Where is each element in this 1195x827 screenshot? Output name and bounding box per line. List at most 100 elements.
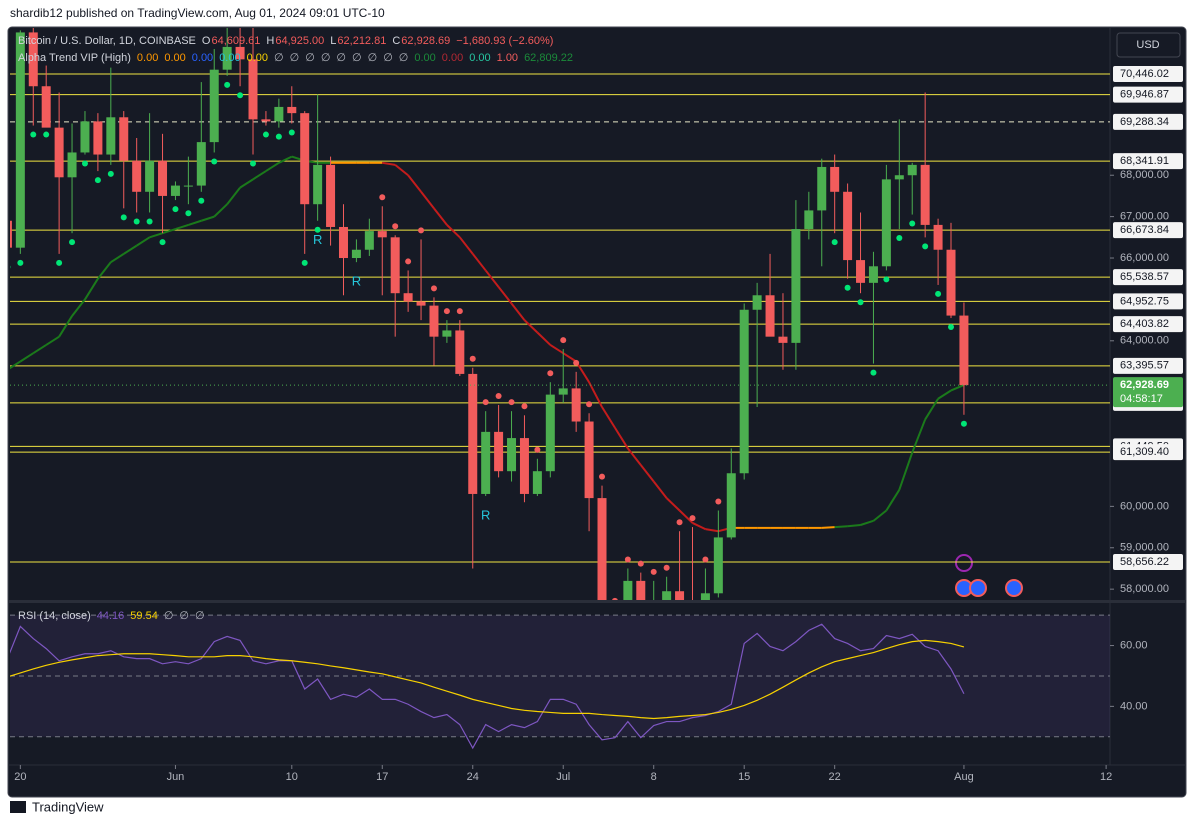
legend-text: 62,809.22 (524, 52, 573, 64)
candle-body (713, 537, 723, 594)
signal-dot (482, 399, 489, 406)
signal-dot (599, 473, 606, 480)
x-tick-label: 15 (738, 771, 750, 783)
legend-text: H (266, 35, 274, 47)
signal-dot (275, 133, 282, 140)
trend-segment (45, 335, 60, 346)
legend-text: ∅ (164, 610, 174, 622)
candle-body (946, 249, 956, 316)
x-tick-label: 8 (651, 771, 657, 783)
signal-dot (456, 308, 463, 315)
y-tick-label: 60.00 (1120, 639, 1148, 651)
legend-text: L (330, 35, 336, 47)
trend-segment (860, 519, 874, 526)
price-level-box (1113, 444, 1183, 461)
legend-text: 0.00 (469, 52, 490, 64)
signal-dot (883, 276, 890, 283)
price-level-label: 64,952.75 (1120, 295, 1169, 307)
trend-segment (898, 452, 914, 491)
y-tick-label: 40.00 (1120, 700, 1148, 712)
signal-dot (107, 170, 114, 177)
candle-body (377, 231, 387, 238)
trend-segment (665, 497, 681, 512)
signal-dot (624, 556, 631, 563)
trend-segment (213, 203, 228, 218)
candle-body (920, 164, 930, 225)
signal-dot (224, 81, 231, 88)
candle-body (739, 309, 749, 474)
signal-dot (314, 226, 321, 233)
trend-segment (601, 406, 616, 429)
trend-segment (407, 174, 422, 193)
trend-segment (265, 161, 280, 172)
candle-body (351, 249, 361, 259)
candle-body (235, 46, 245, 60)
trend-segment (627, 447, 642, 466)
trend-segment (110, 253, 125, 263)
legend-text: C (392, 35, 400, 47)
x-tick-label: Jul (556, 771, 570, 783)
candle-body (830, 166, 840, 192)
trend-segment (847, 524, 861, 528)
candle-body (532, 471, 542, 494)
price-level-label: 61,309.40 (1120, 446, 1169, 458)
candle-body (881, 179, 891, 267)
signal-dot (301, 259, 308, 266)
trend-segment (446, 224, 461, 239)
trend-segment (705, 528, 719, 533)
legend-text: ∅ (383, 52, 393, 64)
legend-text: ∅ (179, 610, 189, 622)
currency-button[interactable] (1116, 32, 1181, 58)
candle-body (791, 229, 801, 343)
candle-body (403, 293, 413, 302)
trend-segment (471, 253, 487, 272)
trend-segment (575, 360, 590, 383)
candle-body (804, 210, 814, 230)
signal-dot (405, 258, 412, 265)
trend-segment (497, 286, 513, 305)
candle-body (636, 580, 646, 600)
candle-body (765, 295, 775, 337)
trend-segment (200, 215, 215, 222)
signal-dot (702, 556, 709, 563)
trend-segment (32, 344, 47, 355)
price-level-label: 69,946.87 (1120, 89, 1169, 101)
signal-dot (844, 284, 851, 291)
legend-text: RSI (14, close) (18, 610, 91, 622)
price-level-label: 69,288.34 (1120, 116, 1169, 128)
candle-body (455, 330, 465, 374)
last-price-box (1113, 377, 1183, 408)
trend-segment (136, 236, 151, 247)
legend-text: Alpha Trend VIP (High) (18, 52, 131, 64)
legend-text: 62,212.81 (337, 35, 386, 47)
signal-dot (250, 160, 257, 167)
candle-body (416, 301, 426, 306)
trend-segment (252, 170, 267, 181)
legend-text: 64,925.00 (275, 35, 324, 47)
trend-segment (420, 191, 435, 209)
signal-dot (573, 359, 580, 366)
signal-dot (56, 259, 63, 266)
trend-segment (175, 223, 189, 230)
y-tick-label: 59,000.00 (1120, 542, 1169, 554)
legend-text: 0.00 (442, 52, 463, 64)
trend-segment (433, 207, 448, 226)
trend-segment (885, 489, 901, 512)
price-level-box (1113, 153, 1183, 170)
candle-body (843, 191, 853, 261)
signal-dot (379, 194, 386, 201)
signal-dot (960, 420, 967, 427)
legend-text: ∅ (305, 52, 315, 64)
candle-body (364, 231, 374, 250)
legend-text: 0.00 (219, 52, 240, 64)
candle-body (468, 373, 478, 494)
candle-body (726, 473, 736, 538)
trend-segment (872, 509, 888, 522)
candle-body (106, 117, 116, 155)
candle-body (261, 119, 271, 122)
trend-segment (821, 526, 835, 529)
legend-text: −1,680.93 (−2.60%) (456, 35, 553, 47)
rsi-line (10, 639, 965, 720)
candle-body (429, 305, 439, 337)
trend-segment (523, 319, 539, 334)
